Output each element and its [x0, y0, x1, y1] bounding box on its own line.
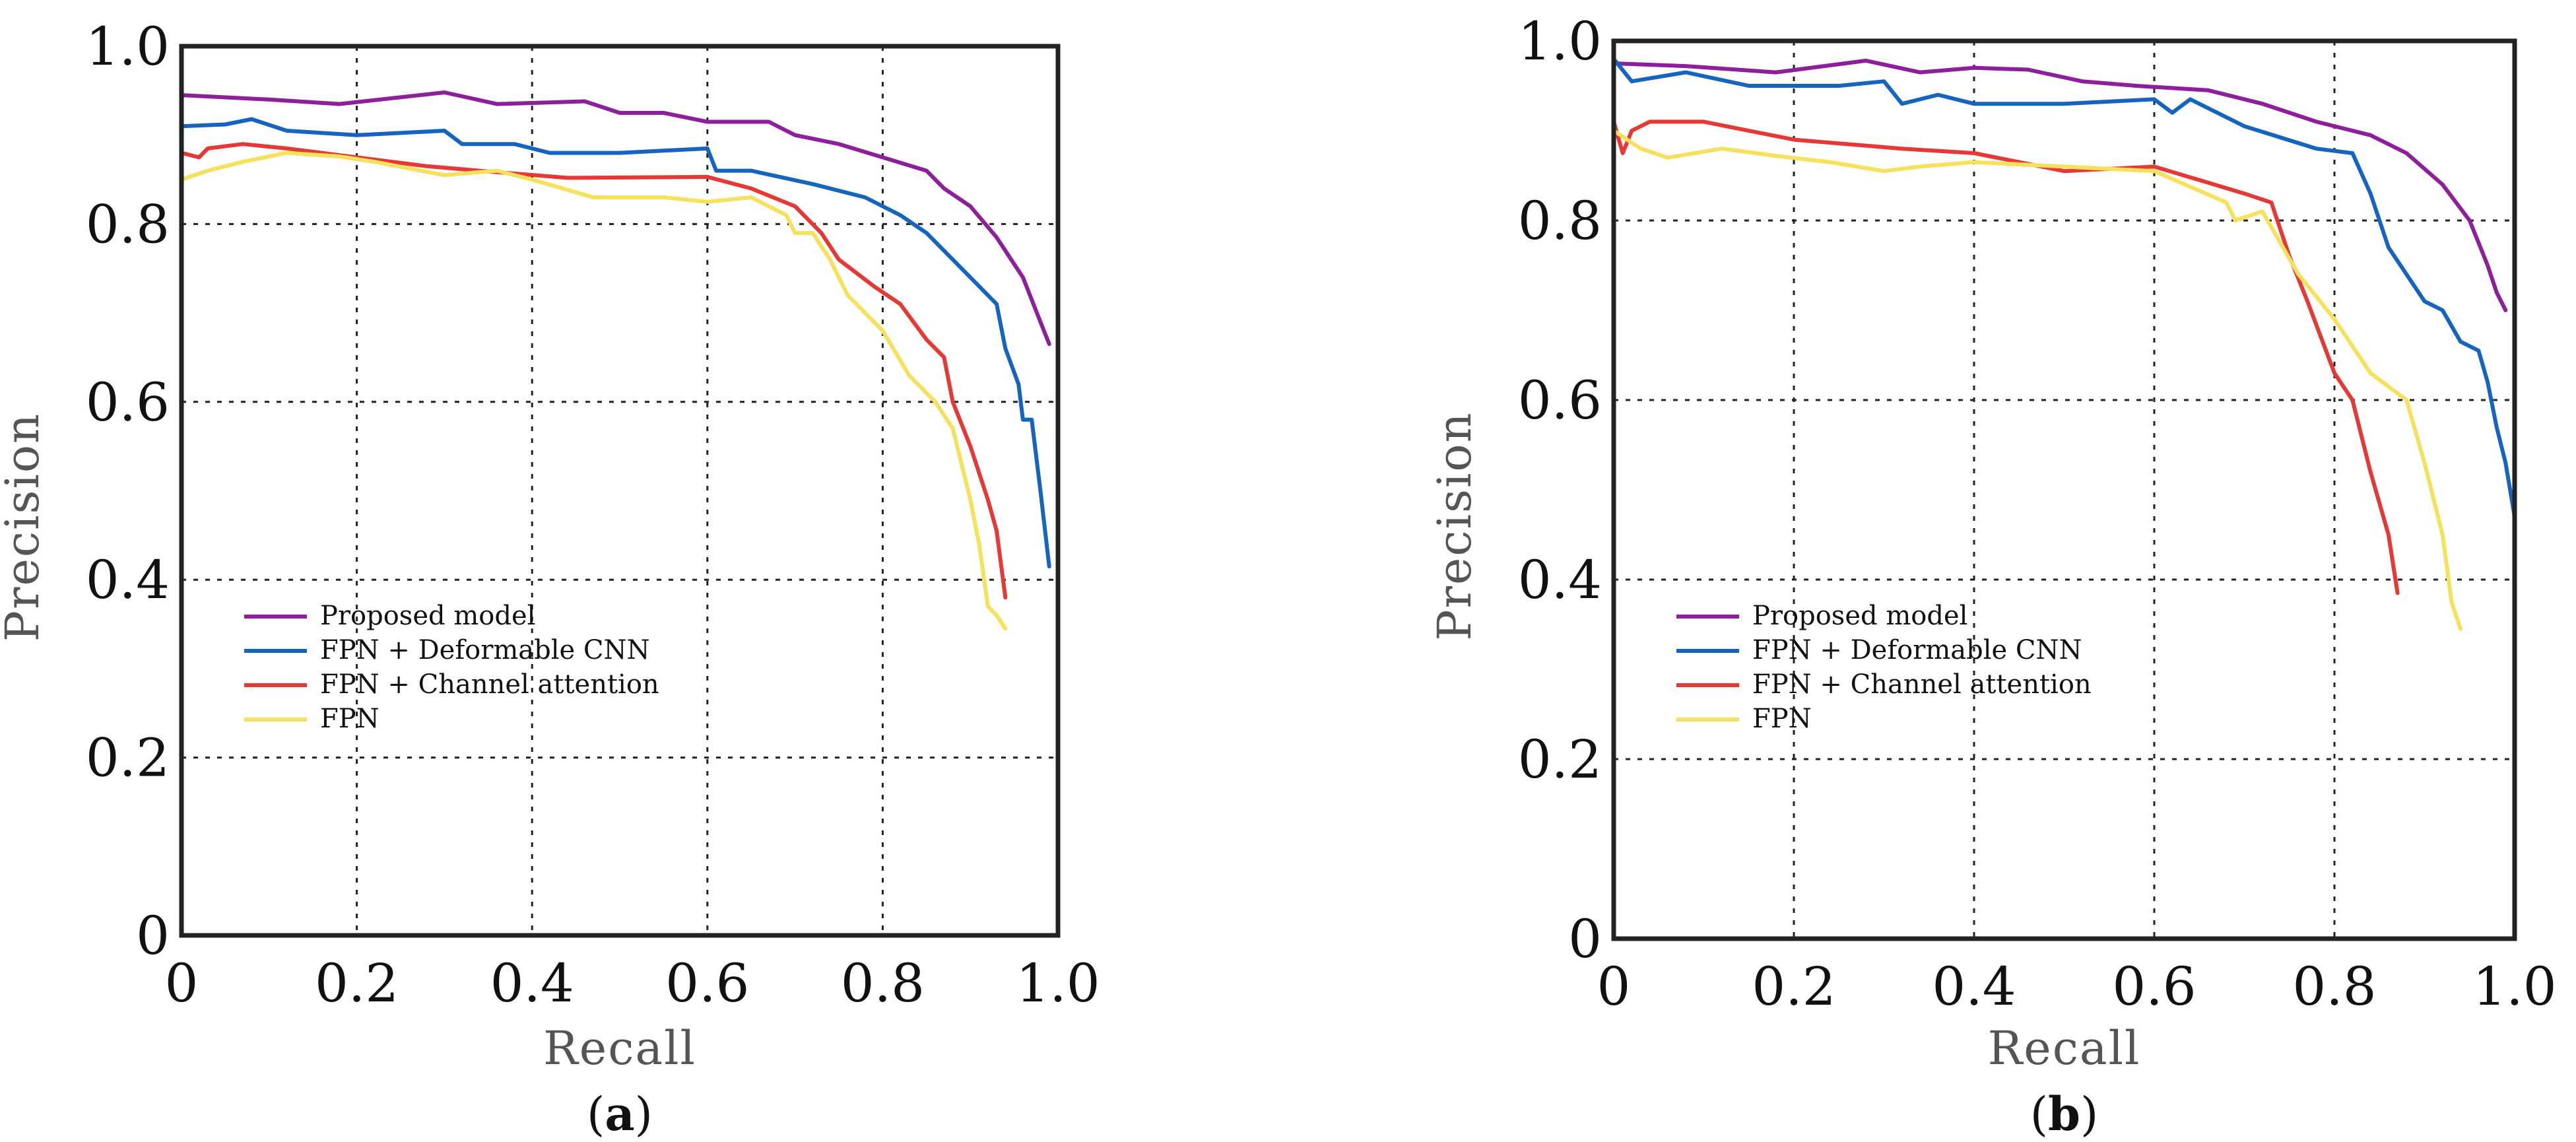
x-tick-label: 0.2 [1752, 956, 1835, 1017]
x-tick-label: 0.4 [490, 953, 574, 1014]
y-tick-label: 0 [136, 905, 170, 966]
x-tick-label: 0.8 [841, 953, 925, 1014]
y-axis-label: Precision [0, 413, 50, 642]
series-line-proposed-model [180, 90, 1051, 347]
x-axis-label: Recall [1988, 1021, 2141, 1075]
legend-label: FPN [1752, 704, 1812, 734]
gridlines [1614, 41, 2515, 939]
x-axis-label: Recall [543, 1021, 696, 1075]
series-line-fpn-channel-attention [180, 142, 1008, 600]
legend-label: FPN + Channel attention [1752, 669, 2092, 700]
x-tick-label: 0.6 [2112, 956, 2196, 1017]
x-tick-label: 0 [165, 953, 199, 1014]
legend-label: FPN [320, 704, 380, 734]
series-line-fpn [180, 151, 1008, 631]
y-tick-label: 0.8 [1518, 190, 1602, 252]
legend-label: FPN + Deformable CNN [320, 635, 650, 665]
y-tick-label: 1.0 [86, 16, 170, 77]
gridlines [182, 46, 1058, 935]
x-tick-label: 0.8 [2292, 956, 2376, 1017]
legend-label: Proposed model [1752, 601, 1967, 631]
series-line-fpn-deformable-cnn [1612, 57, 2517, 519]
series-group [1612, 57, 2517, 631]
series-line-fpn-channel-attention [1612, 119, 2400, 595]
y-tick-label: 0.2 [1518, 729, 1602, 790]
series-line-fpn [1612, 129, 2463, 631]
y-tick-label: 0.4 [1518, 549, 1602, 611]
x-tick-label: 1.0 [2472, 956, 2556, 1017]
series-line-proposed-model [1612, 58, 2508, 312]
y-tick-label: 0.8 [86, 193, 170, 255]
y-axis-label: Precision [1428, 411, 1482, 640]
legend: Proposed model FPN + Deformable CNN FPN + … [1676, 601, 2092, 734]
panel-caption: (b) [2030, 1087, 2099, 1141]
x-tick-label: 1.0 [1016, 953, 1100, 1014]
legend: Proposed model FPN + Deformable CNN FPN + … [244, 601, 659, 734]
x-tick-label: 0.4 [1932, 956, 2016, 1017]
y-tick-label: 0 [1568, 908, 1602, 970]
y-tick-label: 0.4 [86, 549, 170, 611]
plot-frame [1611, 38, 2517, 941]
series-group [180, 90, 1051, 631]
chart-panel-a: 0 0.2 0.4 0.6 0.8 1.0 0 0.2 0.4 0.6 0.8 1.0 Recall Pr… [0, 16, 1100, 1141]
y-tick-label: 0.2 [86, 727, 170, 789]
legend-label: Proposed model [320, 601, 535, 631]
panel-caption: (a) [587, 1087, 653, 1141]
legend-label: FPN + Deformable CNN [1752, 635, 2082, 665]
x-tick-label: 0.6 [665, 953, 749, 1014]
y-tick-label: 1.0 [1518, 11, 1602, 72]
legend-label: FPN + Channel attention [320, 669, 659, 700]
series-line-fpn-deformable-cnn [180, 117, 1051, 568]
plot-frame [179, 44, 1061, 938]
y-tick-label: 0.6 [1518, 370, 1602, 431]
y-tick-label: 0.6 [86, 372, 170, 433]
chart-panel-b: 0 0.2 0.4 0.6 0.8 1.0 0 0.2 0.4 0.6 0.8 1.0 Recall Pr… [1428, 11, 2557, 1141]
x-tick-label: 0 [1597, 956, 1631, 1017]
x-tick-label: 0.2 [315, 953, 399, 1014]
